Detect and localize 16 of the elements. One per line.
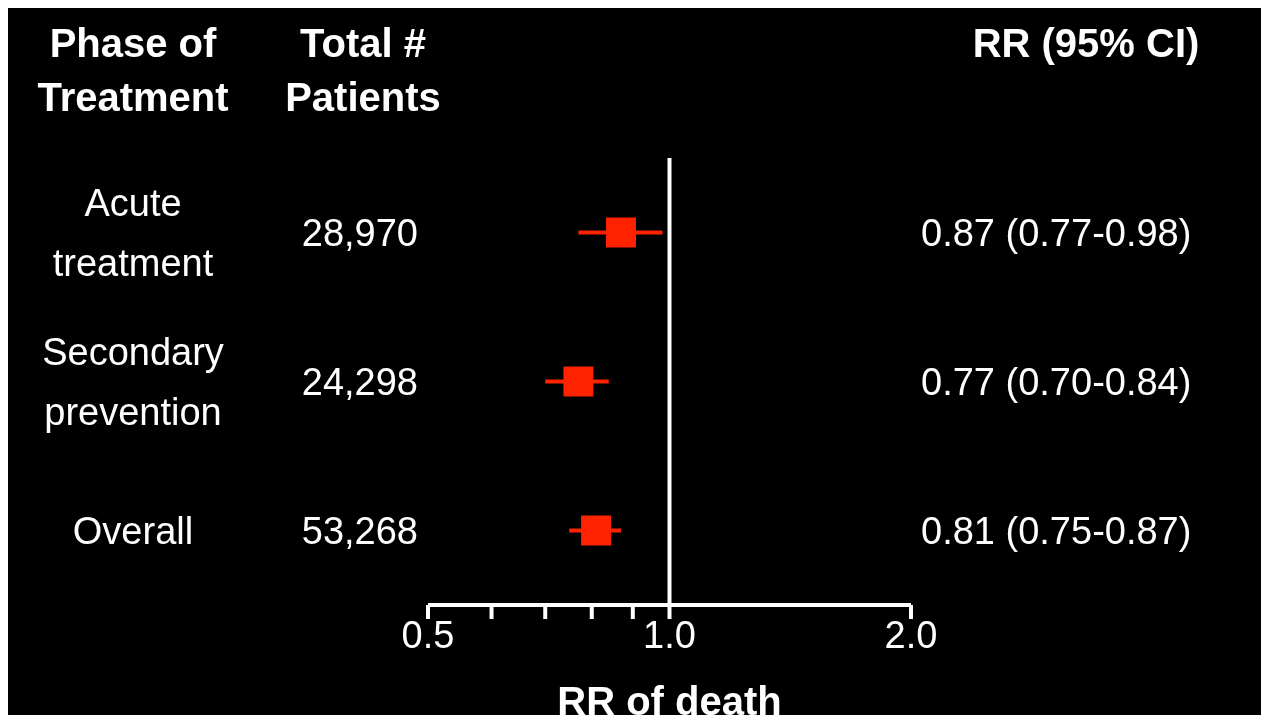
data-label: 0.77 (0.70-0.84) bbox=[921, 360, 1192, 403]
y-tick-label: Overall bbox=[72, 509, 194, 552]
data-label: 0.87 (0.77-0.98) bbox=[921, 211, 1192, 254]
x-tick-label: 0.5 bbox=[401, 613, 455, 656]
data-label: 0.81 (0.75-0.87) bbox=[921, 509, 1192, 552]
text: RR (95% CI) bbox=[971, 20, 1201, 67]
text: Total # Patients bbox=[284, 20, 442, 121]
text: 24,298 bbox=[301, 360, 418, 403]
y-tick-label: Secondary prevention bbox=[42, 330, 224, 433]
x-tick-label: 2.0 bbox=[884, 613, 938, 656]
text: 53,268 bbox=[301, 509, 418, 552]
y-axis-title: Phase of Treatment bbox=[36, 20, 230, 121]
x-axis-title: RR of death bbox=[557, 679, 782, 723]
x-tick-label: 1.0 bbox=[643, 613, 696, 656]
text: 28,970 bbox=[301, 211, 418, 254]
y-tick-label: Acute treatment bbox=[52, 181, 214, 284]
